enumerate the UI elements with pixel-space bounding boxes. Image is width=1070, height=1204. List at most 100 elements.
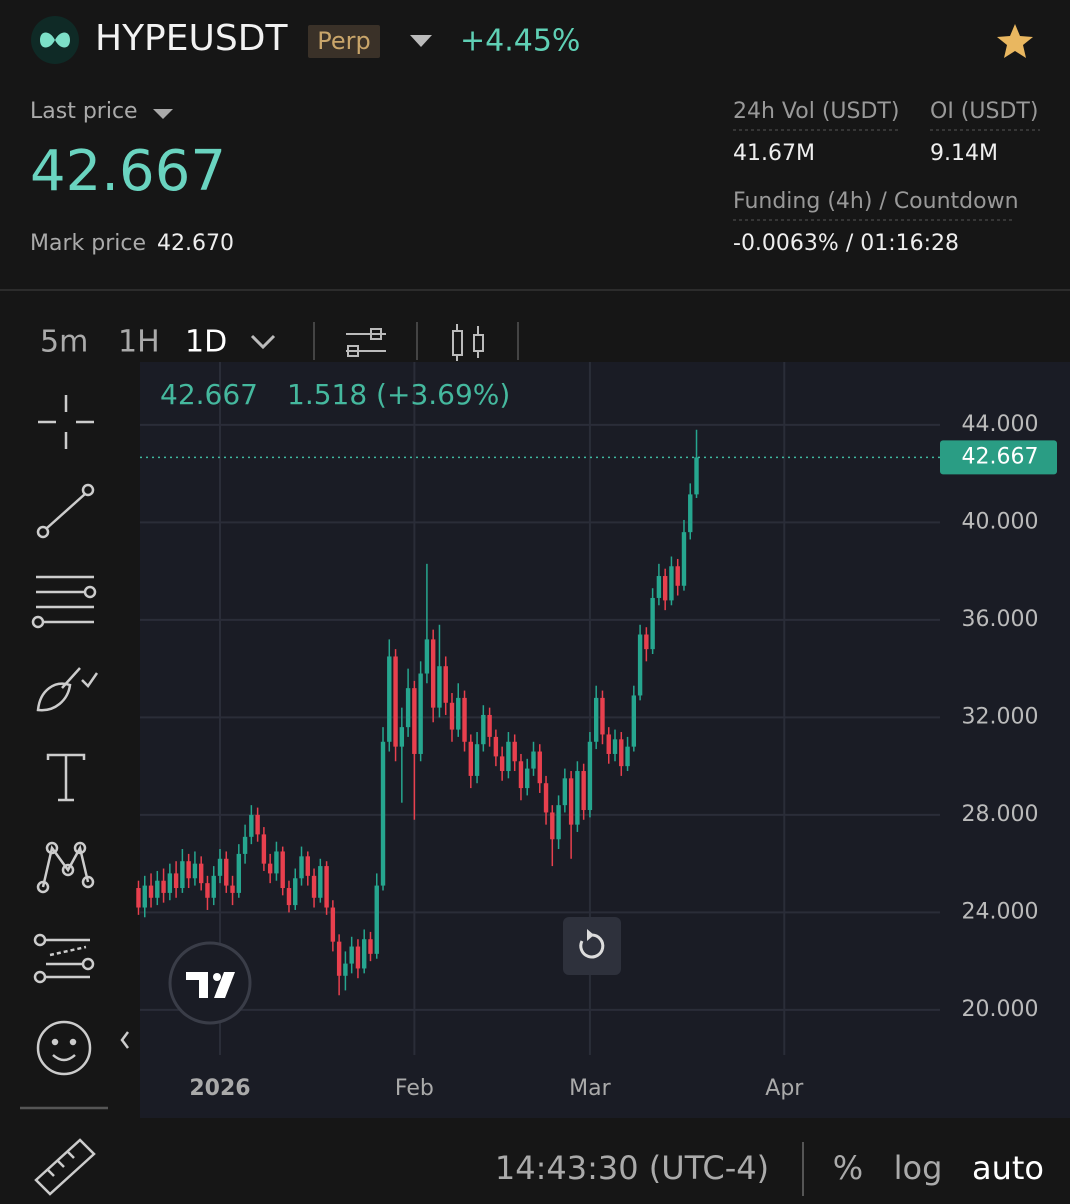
y-tick-label: 40.000 <box>962 509 1039 534</box>
perp-badge <box>308 25 380 58</box>
collapse-toolbar[interactable] <box>120 1031 129 1049</box>
candle-body <box>550 812 555 840</box>
y-tick-label: 20.000 <box>962 997 1039 1022</box>
candle-body <box>525 768 530 789</box>
last-price-label[interactable]: Last price <box>30 99 138 124</box>
candle-body <box>487 714 492 737</box>
price-tag-label: 42.667 <box>962 444 1039 469</box>
indicators-icon[interactable] <box>346 328 386 357</box>
interval-dropdown[interactable] <box>250 334 276 350</box>
candle-body <box>449 702 455 730</box>
tradingview-logo[interactable] <box>168 941 252 1025</box>
candle-body <box>267 863 273 874</box>
candle-body <box>318 866 323 898</box>
candle-body <box>650 597 655 650</box>
candle-body <box>349 946 354 964</box>
candle-body <box>293 878 298 906</box>
candle-body <box>192 863 198 879</box>
candle-body <box>274 851 279 874</box>
stat-value: 9.14M <box>930 141 998 166</box>
y-tick-label: 44.000 <box>962 412 1039 437</box>
trendline-tool[interactable] <box>36 483 95 539</box>
candle-body <box>311 875 317 898</box>
candle-body <box>424 639 430 674</box>
candle-body <box>644 634 649 650</box>
candle-body <box>594 697 599 742</box>
legend-last: 42.667 <box>160 378 258 411</box>
last-price-dropdown[interactable] <box>153 109 173 119</box>
interval-active[interactable]: 1D <box>185 325 227 360</box>
candle-body <box>688 494 693 533</box>
legend-change: 1.518 (+3.69%) <box>287 378 510 411</box>
candle-body <box>562 778 568 806</box>
candle-body <box>493 736 499 757</box>
candle-body <box>405 688 411 728</box>
candle-body <box>224 858 229 886</box>
percent-toggle[interactable]: % <box>833 1149 863 1187</box>
candle-body <box>155 880 160 898</box>
candle-body <box>662 576 668 601</box>
symbol-dropdown[interactable] <box>410 35 432 47</box>
stat-label: 24h Vol (USDT) <box>733 99 899 124</box>
crosshair-tool[interactable] <box>38 395 94 449</box>
clock: 14:43:30 (UTC-4) <box>495 1149 769 1187</box>
auto-toggle[interactable]: auto <box>972 1149 1044 1187</box>
candle-body <box>324 866 329 908</box>
candle-body <box>669 566 674 601</box>
y-tick-label: 32.000 <box>962 704 1039 729</box>
candlestick-chart: 2026 Feb Mar Apr 20.000 24.000 28.000 32.000 36.… <box>136 362 1057 1101</box>
candle-body <box>531 751 536 769</box>
prediction-tool[interactable] <box>33 933 95 984</box>
candle-body <box>462 697 467 742</box>
candle-body <box>581 771 586 811</box>
perp-badge-text: Perp <box>317 27 370 55</box>
candle-body <box>637 634 643 696</box>
candle-body <box>336 941 342 976</box>
mark-price-label: Mark price <box>30 231 146 256</box>
candle-body <box>173 873 179 889</box>
favorite-star[interactable] <box>997 24 1033 58</box>
x-tick-label: 2026 <box>189 1076 250 1101</box>
brush-tool[interactable] <box>36 667 99 712</box>
candle-body <box>236 853 242 893</box>
candle-body <box>512 741 517 762</box>
text-tool[interactable] <box>46 753 86 802</box>
candle-body <box>468 741 473 776</box>
candle-body <box>456 697 461 730</box>
candle-body <box>280 851 285 889</box>
reset-icon <box>579 933 605 959</box>
symbol[interactable]: HYPEUSDT <box>95 18 288 59</box>
candle-body <box>161 880 166 893</box>
stat-label: Funding (4h) / Countdown <box>733 189 1019 214</box>
candle-body <box>230 885 235 893</box>
interval[interactable]: 5m <box>40 325 88 360</box>
stat-value: 41.67M <box>733 141 815 166</box>
candle-body <box>537 751 542 784</box>
pattern-tool[interactable] <box>36 841 95 894</box>
candle-body <box>217 858 223 876</box>
candle-body <box>198 863 204 884</box>
x-tick-label: Mar <box>569 1076 611 1101</box>
interval[interactable]: 1H <box>118 325 160 360</box>
candle-body <box>656 576 662 598</box>
candle-body <box>412 688 417 754</box>
fib-tool[interactable] <box>31 575 97 629</box>
reset-button[interactable] <box>563 917 621 975</box>
price-tag <box>940 440 1057 475</box>
chart-type-icon[interactable] <box>452 324 484 361</box>
y-tick-label: 28.000 <box>962 802 1039 827</box>
candle-body <box>506 741 511 772</box>
log-toggle[interactable]: log <box>894 1149 943 1187</box>
candle-body <box>694 457 699 495</box>
candle-body <box>305 856 310 876</box>
candle-body <box>148 885 154 898</box>
candle-body <box>631 695 637 747</box>
candle-body <box>518 761 524 789</box>
emoji-tool[interactable] <box>36 1020 92 1076</box>
candle-body <box>380 741 386 886</box>
candle-body <box>418 673 423 754</box>
candle-body <box>242 836 248 854</box>
candle-body <box>299 856 304 879</box>
ruler-tool[interactable] <box>34 1138 96 1196</box>
